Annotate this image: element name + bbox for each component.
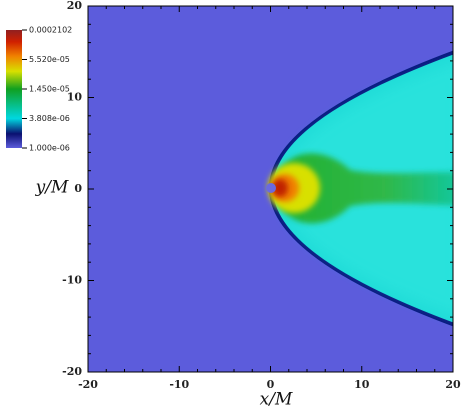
green-core <box>272 153 453 224</box>
colorbar-tick-label: 0.0002102 <box>29 26 72 35</box>
x-axis-label: x/M <box>260 390 293 410</box>
colorbar-tick-label: 5.520e-05 <box>29 55 70 64</box>
colorbar-tick-label: 1.450e-05 <box>29 84 70 93</box>
y-tick-label: 0 <box>74 182 82 195</box>
field <box>88 6 453 372</box>
x-tick-label: -20 <box>78 378 98 391</box>
y-tick-label: 10 <box>67 91 83 104</box>
y-tick-label: -10 <box>62 274 82 287</box>
body <box>266 183 276 193</box>
x-tick-label: 10 <box>354 378 370 391</box>
y-axis-label: y/M <box>35 178 69 198</box>
x-tick-label: 20 <box>445 378 461 391</box>
red-core <box>272 179 288 197</box>
colorbar-tick-label: 3.808e-06 <box>29 114 70 123</box>
y-tick-label: 20 <box>67 0 83 12</box>
y-tick-label: -20 <box>62 365 82 378</box>
x-tick-label: 0 <box>267 378 275 391</box>
colorbar-tick-label: 1.000e-06 <box>29 144 70 153</box>
colorbar <box>6 30 22 148</box>
x-tick-label: -10 <box>169 378 189 391</box>
